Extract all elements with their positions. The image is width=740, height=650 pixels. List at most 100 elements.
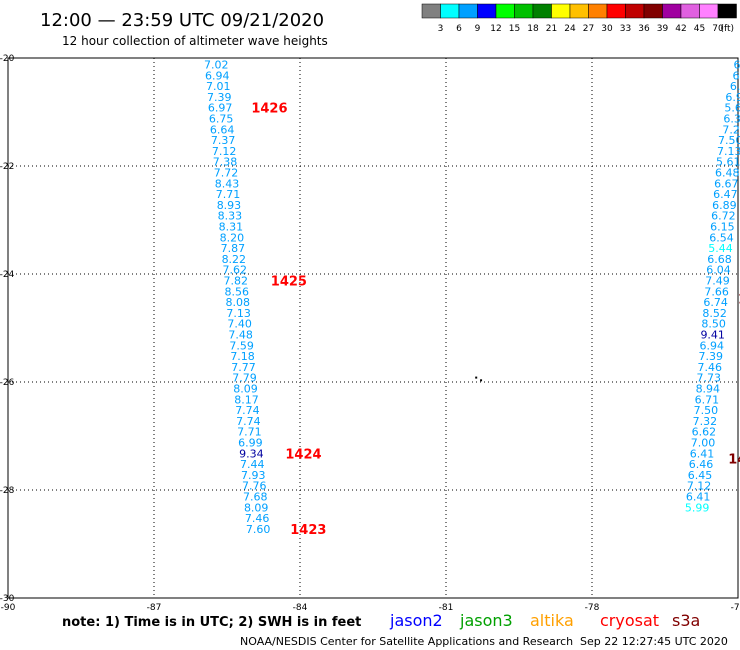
color-scale-swatch	[606, 3, 626, 19]
wave-height-point: 6.67	[714, 177, 739, 190]
wave-height-point: 7.46	[245, 512, 270, 525]
wave-height-point: 8.33	[218, 210, 243, 223]
color-scale-label: 27	[583, 24, 594, 34]
color-scale-label: 24	[564, 24, 576, 34]
wave-height-point: 6.94	[205, 69, 230, 82]
color-scale-label: 36	[638, 24, 650, 34]
color-scale-label: 42	[675, 24, 686, 34]
wave-height-point: 7.87	[221, 242, 246, 255]
color-scale-label: 33	[620, 24, 631, 34]
wave-height-point: 8.17	[234, 393, 259, 406]
wave-height-point: 8.31	[219, 220, 244, 233]
satellite-legend: jason2 jason3 altika cryosat s3a	[389, 611, 700, 630]
wave-height-point: 7.39	[698, 350, 723, 363]
color-scale-swatch	[699, 3, 719, 19]
wave-height-values: 7.026.947.017.396.976.756.647.377.127.38…	[204, 58, 740, 535]
color-scale-swatch	[662, 3, 682, 19]
color-scale-swatch	[477, 3, 497, 19]
wave-height-point: 8.56	[224, 285, 249, 298]
wave-height-point: 8.09	[233, 382, 258, 395]
wave-height-point: 7.48	[228, 328, 253, 341]
wave-height-point: 7.50	[694, 404, 719, 417]
y-tick-label: -26	[0, 378, 15, 388]
data-speck	[480, 379, 483, 382]
wave-height-point: 7.18	[230, 350, 255, 363]
wave-height-point: 6.72	[711, 210, 736, 223]
wave-height-point: 6.89	[712, 199, 737, 212]
color-scale-label: 9	[475, 24, 481, 34]
wave-height-point: 7.13	[717, 145, 740, 158]
wave-height-point: 7.72	[214, 166, 239, 179]
wave-height-point: 6	[734, 58, 740, 71]
satellite-name-altika: altika	[530, 611, 574, 630]
chart-subtitle: 12 hour collection of altimeter wave hei…	[62, 34, 328, 48]
wave-height-point: 6.41	[690, 447, 715, 460]
wave-height-point: 7.32	[693, 415, 718, 428]
wave-height-point: 7.74	[235, 404, 260, 417]
plot-frame	[7, 57, 739, 599]
color-scale-swatch	[532, 3, 552, 19]
satellite-name-cryosat: cryosat	[600, 611, 659, 630]
wave-height-point: 7.77	[231, 361, 256, 374]
wave-height-point: 8.09	[244, 501, 269, 514]
wave-height-point: 6.9	[725, 91, 740, 104]
wave-height-point: 7.12	[212, 145, 237, 158]
footer-note: note: 1) Time is in UTC; 2) SWH is in fe…	[62, 615, 361, 630]
color-scale-swatch	[440, 3, 460, 19]
pass-number-label: 1425	[271, 274, 307, 289]
color-scale-legend: 3 6 9 12 15 18 21 24 27 30 33 36 39 42 45 70(ft)	[421, 3, 737, 34]
wave-height-point: 7.93	[241, 469, 266, 482]
color-scale-label: 70	[712, 24, 724, 34]
color-scale-label: (ft)	[720, 24, 734, 34]
wave-height-point: 9.34	[239, 447, 264, 460]
wave-height-point: 7.12	[687, 480, 712, 493]
satellite-name-jason3: jason3	[459, 611, 513, 630]
wave-height-point: 7.79	[232, 372, 257, 385]
wave-height-point: 6.99	[238, 436, 263, 449]
satellite-name-jason2: jason2	[389, 611, 443, 630]
wave-height-point: 6.68	[707, 253, 732, 266]
color-scale-swatch	[495, 3, 515, 19]
wave-height-point: 6.45	[688, 469, 713, 482]
color-scale-swatch	[551, 3, 571, 19]
data-speck	[475, 376, 478, 379]
x-tick-label: -87	[147, 603, 162, 613]
x-tick-label: -84	[293, 603, 308, 613]
wave-height-point: 7.68	[243, 490, 268, 503]
wave-height-point: 7.37	[211, 134, 236, 147]
wave-height-point: 7.13	[226, 307, 251, 320]
wave-height-point: 7.71	[237, 426, 262, 439]
color-scale-swatch	[717, 3, 737, 19]
wave-height-point: 7.39	[207, 91, 232, 104]
wave-height-point: 5.44	[708, 242, 733, 255]
wave-height-point: 6.48	[715, 166, 740, 179]
wave-height-point: 8.93	[217, 199, 242, 212]
pass-number-label: 1426	[251, 102, 287, 117]
wave-height-point: 7.76	[242, 480, 267, 493]
wave-height-point: 6.75	[209, 112, 234, 125]
pass-number-label: 1449	[738, 292, 740, 307]
wave-height-point: 7.44	[240, 458, 265, 471]
color-scale-label: 30	[601, 24, 613, 34]
x-tick-label: -75	[731, 603, 740, 613]
color-scale-label: 12	[490, 24, 501, 34]
wave-height-point: 8.43	[215, 177, 240, 190]
wave-height-point: 5.99	[685, 501, 710, 514]
footer-timestamp: Sep 22 12:27:45 UTC 2020	[580, 635, 728, 648]
y-tick-label: -20	[0, 54, 15, 64]
wave-height-point: 7.60	[246, 523, 271, 536]
wave-height-point: 6.	[730, 80, 740, 93]
color-scale-label: 45	[694, 24, 705, 34]
wave-height-point: 6.64	[210, 123, 235, 136]
wave-height-point: 6.62	[692, 426, 717, 439]
color-scale-swatch	[569, 3, 589, 19]
wave-height-point: 7.50	[718, 134, 740, 147]
color-scale-label: 18	[527, 24, 539, 34]
wave-height-point: 6.46	[689, 458, 714, 471]
wave-height-point: 6.94	[699, 339, 724, 352]
color-scale-swatch	[514, 3, 534, 19]
color-scale-label: 6	[456, 24, 462, 34]
wave-height-point: 6.15	[710, 220, 735, 233]
wave-height-point: 8.94	[696, 382, 721, 395]
